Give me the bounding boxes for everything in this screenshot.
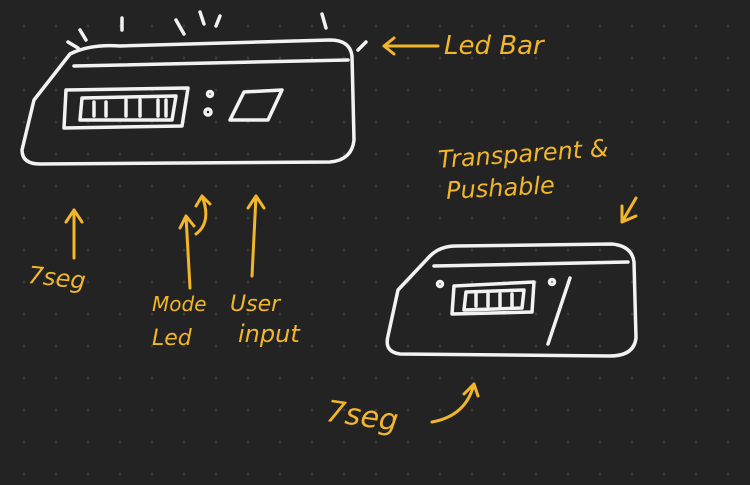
device-small-outline (385, 242, 638, 358)
annotation-arrows (64, 36, 638, 424)
small-side-line (546, 276, 572, 346)
device-large-sketch (20, 10, 368, 166)
led-bar-strip (72, 58, 350, 68)
arrow-7seg-right (430, 382, 480, 424)
label-pushable: Pushable (445, 171, 556, 205)
small-led-left (435, 279, 445, 289)
user-input-button (228, 88, 284, 122)
arrow-mode-led (178, 194, 212, 290)
label-input: input (238, 320, 300, 348)
glow-rays (66, 10, 368, 52)
display-frame (62, 86, 190, 130)
mode-led-lower (203, 107, 213, 117)
arrow-user-input (246, 194, 266, 278)
seven-seg-display (78, 94, 178, 122)
label-mode: Mode (152, 292, 207, 316)
label-7seg-left: 7seg (26, 261, 88, 295)
seven-seg-digits (92, 98, 168, 118)
label-led: Led (152, 326, 192, 351)
small-seven-seg-digits (474, 292, 514, 308)
arrow-7seg-left (64, 208, 84, 260)
small-led-right (547, 277, 557, 287)
mode-led (205, 89, 215, 99)
small-seven-seg (462, 288, 526, 312)
device-large-outline (20, 38, 356, 166)
arrow-transparent (620, 196, 638, 224)
arrow-led-bar (382, 36, 440, 56)
label-led-bar: Led Bar (444, 31, 544, 61)
transparent-top (432, 260, 630, 268)
small-display-frame (450, 280, 536, 316)
device-small-sketch (385, 242, 638, 358)
label-user: User (230, 292, 281, 317)
